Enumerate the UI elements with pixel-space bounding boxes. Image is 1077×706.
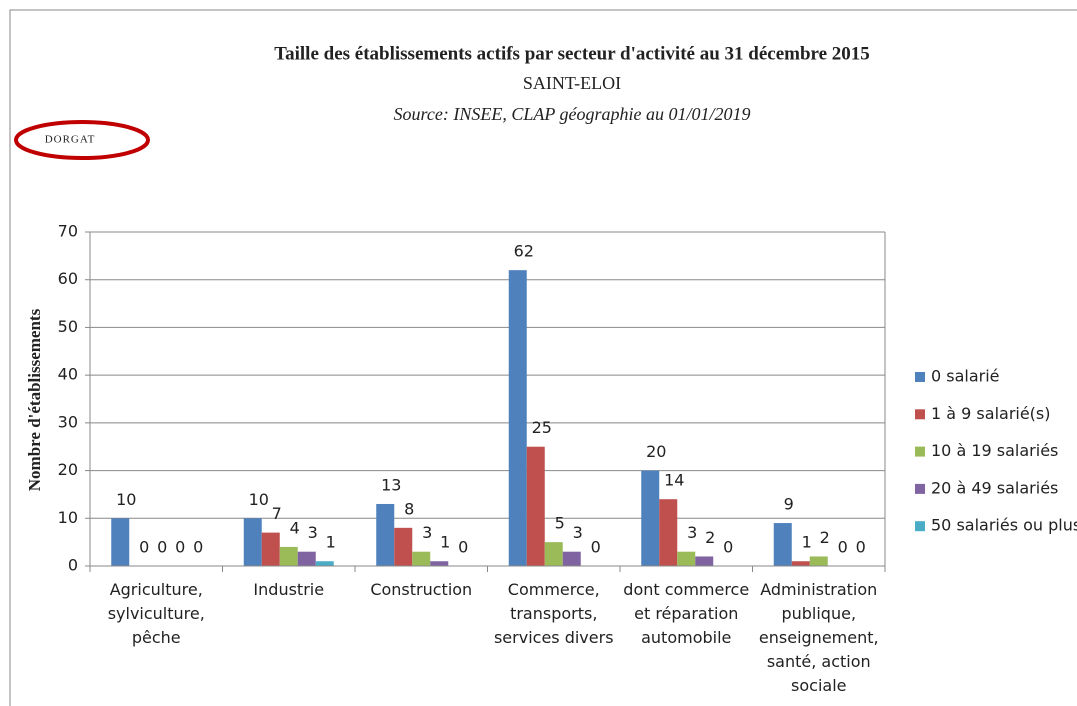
x-tick-label: Administration publique, enseignement, s… bbox=[758, 580, 879, 695]
chart-frame bbox=[9, 9, 1077, 706]
data-label: 0 bbox=[838, 538, 848, 557]
y-axis-label: Nombre d'établissements bbox=[25, 308, 44, 491]
x-tick-label: Industrie bbox=[253, 580, 325, 599]
data-label: 2 bbox=[705, 528, 715, 547]
data-label: 14 bbox=[664, 471, 684, 490]
data-label: 9 bbox=[784, 495, 794, 514]
legend-label: 0 salarié bbox=[931, 367, 1000, 386]
bar bbox=[111, 518, 130, 566]
bar bbox=[773, 523, 792, 566]
data-label: 3 bbox=[308, 523, 318, 542]
bar bbox=[261, 532, 280, 566]
data-label: 0 bbox=[193, 538, 203, 557]
x-tick-label: Construction bbox=[370, 580, 473, 599]
data-label: 0 bbox=[856, 538, 866, 557]
y-tick-label: 0 bbox=[68, 556, 78, 575]
data-label: 62 bbox=[514, 242, 534, 261]
bar bbox=[376, 503, 395, 566]
data-label: 10 bbox=[116, 490, 136, 509]
bar bbox=[279, 546, 298, 566]
chart-subtitle: SAINT-ELOI bbox=[523, 73, 621, 93]
bar bbox=[412, 551, 431, 566]
y-tick-label: 30 bbox=[58, 412, 78, 431]
y-tick-label: 10 bbox=[58, 508, 78, 527]
bar bbox=[659, 499, 678, 566]
bar bbox=[243, 518, 262, 566]
y-tick-label: 50 bbox=[58, 317, 78, 336]
data-label: 1 bbox=[440, 533, 450, 552]
legend-label: 20 à 49 salariés bbox=[931, 478, 1058, 497]
data-label: 0 bbox=[591, 538, 601, 557]
chart-title: Taille des établissements actifs par sec… bbox=[274, 43, 870, 64]
legend-label: 10 à 19 salariés bbox=[931, 441, 1058, 460]
legend-swatch bbox=[915, 521, 925, 532]
data-label: 0 bbox=[175, 538, 185, 557]
bar bbox=[394, 527, 413, 566]
x-tick-label: dont commerce et réparation automobile bbox=[623, 580, 750, 647]
data-label: 7 bbox=[272, 504, 282, 523]
data-label: 5 bbox=[555, 514, 565, 533]
data-label: 3 bbox=[422, 523, 432, 542]
legend-swatch bbox=[915, 372, 925, 382]
bar bbox=[508, 270, 527, 566]
bar bbox=[809, 556, 828, 566]
data-label: 0 bbox=[157, 538, 167, 557]
chart-source: Source: INSEE, CLAP géographie au 01/01/… bbox=[394, 104, 751, 124]
bar bbox=[695, 556, 714, 566]
data-label: 4 bbox=[290, 518, 300, 537]
data-label: 25 bbox=[532, 418, 552, 437]
y-tick-label: 20 bbox=[58, 460, 78, 479]
legend-swatch bbox=[915, 483, 925, 494]
data-label: 1 bbox=[326, 533, 336, 552]
y-tick-label: 60 bbox=[58, 269, 78, 288]
data-label: 0 bbox=[458, 538, 468, 557]
x-tick-label: Agriculture, sylviculture, pêche bbox=[107, 580, 205, 647]
bar bbox=[641, 470, 660, 566]
bar bbox=[791, 561, 810, 566]
data-label: 1 bbox=[802, 533, 812, 552]
legend-label: 50 salariés ou plus bbox=[931, 516, 1077, 535]
bar bbox=[526, 446, 545, 566]
bar bbox=[677, 551, 696, 566]
bar bbox=[562, 551, 581, 566]
y-tick-label: 70 bbox=[58, 222, 78, 241]
data-label: 20 bbox=[646, 442, 666, 461]
logo-swoosh bbox=[14, 120, 150, 160]
logo: DORGAT bbox=[45, 134, 96, 146]
data-label: 0 bbox=[139, 538, 149, 557]
bar bbox=[544, 542, 563, 566]
data-label: 2 bbox=[820, 528, 830, 547]
data-label: 10 bbox=[249, 490, 269, 509]
bar bbox=[315, 561, 334, 566]
bar bbox=[297, 551, 316, 566]
legend-swatch bbox=[915, 409, 925, 420]
data-label: 0 bbox=[723, 538, 733, 557]
bar bbox=[430, 561, 449, 566]
data-label: 13 bbox=[381, 475, 401, 494]
y-tick-label: 40 bbox=[58, 365, 78, 384]
data-label: 3 bbox=[687, 523, 697, 542]
x-tick-label: Commerce, transports, services divers bbox=[493, 580, 614, 647]
legend-swatch bbox=[915, 446, 925, 457]
legend-label: 1 à 9 salarié(s) bbox=[931, 404, 1051, 423]
data-label: 8 bbox=[404, 499, 414, 518]
data-label: 3 bbox=[573, 523, 583, 542]
